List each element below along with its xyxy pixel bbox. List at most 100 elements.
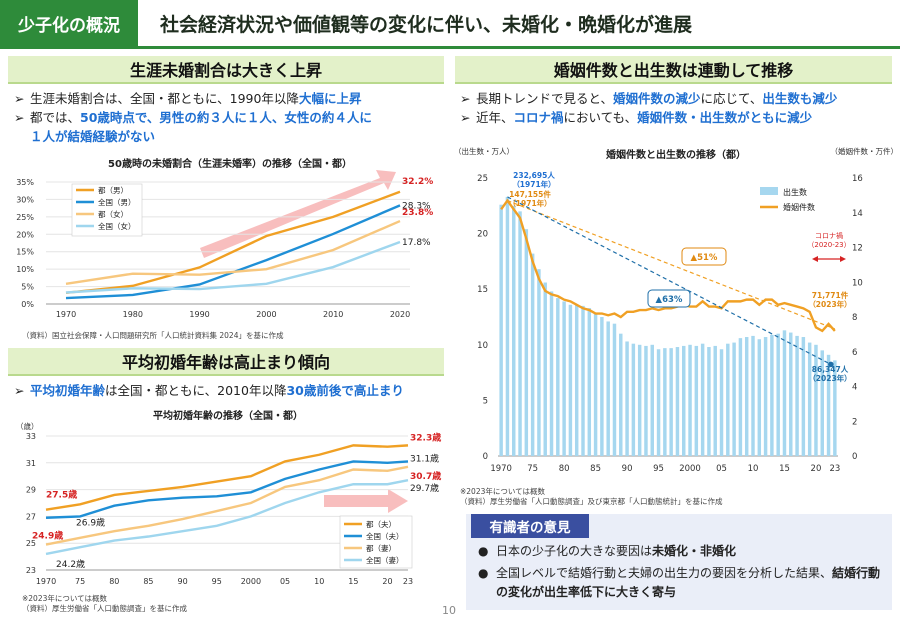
y-right-tick-label: 10 <box>852 278 863 288</box>
bullet-arrow-icon: ➢ <box>14 91 25 106</box>
bullet-dot-icon: ● <box>478 566 489 580</box>
births-bar <box>530 253 535 456</box>
x-tick-label: 95 <box>653 464 664 474</box>
births-bar <box>719 349 724 456</box>
covid-range-arrow-icon <box>812 256 818 262</box>
bullet-highlight: 30歳前後で高止まり <box>286 383 404 398</box>
births-bar <box>726 343 730 456</box>
right-axis-unit: （婚姻件数・万件） <box>831 146 899 156</box>
bullet-arrow-icon: ➢ <box>14 110 25 125</box>
data-label: 17.8% <box>402 238 431 248</box>
marriage-births-heading: 婚姻件数と出生数は連動して推移 <box>455 56 892 84</box>
data-label: 29.7歳 <box>410 482 439 494</box>
annotation-label: 86,347人 <box>812 365 849 374</box>
x-tick-label: 2000 <box>679 464 701 474</box>
trend-arrow-icon <box>200 170 396 258</box>
series-line <box>45 444 409 511</box>
legend-box <box>71 183 143 237</box>
y-tick-label: 27 <box>26 512 36 521</box>
x-tick-label: 80 <box>559 464 570 474</box>
births-trend-line <box>507 196 832 365</box>
y-right-tick-label: 12 <box>852 244 863 254</box>
trend-arrow-icon <box>324 489 408 513</box>
births-bar <box>789 332 793 456</box>
births-bar <box>606 321 610 456</box>
births-decline-badge <box>647 289 691 308</box>
y-tick-label: 15% <box>16 248 34 257</box>
expert-opinion-list: ● 日本の少子化の大きな要因は未婚化・非婚化 ● 全国レベルで結婚行動と夫婦の出生力… <box>478 542 883 605</box>
births-bar <box>505 196 510 456</box>
x-tick-label: 23 <box>829 464 840 474</box>
marriage-births-chart: 婚姻件数と出生数の推移（都） （出生数・万人） （婚姻件数・万件） 05 10 15… <box>454 146 899 474</box>
x-tick-label: 90 <box>178 577 188 586</box>
marriage-births-bullets: ➢ 長期トレンドで見ると、婚姻件数の減少に応じて、出生数も減少 ➢ 近年、コロナ禍に… <box>460 89 895 127</box>
bullet-arrow-icon: ➢ <box>460 110 471 125</box>
legend-label: 婚姻件数 <box>783 202 815 212</box>
bullet-highlight: 大幅に上昇 <box>298 91 362 106</box>
births-bar <box>682 345 686 456</box>
expert-emphasis: 結婚行動の変化が出生率低下に大きく寄与 <box>496 566 881 599</box>
legend-label: 都（女） <box>98 209 128 219</box>
header-divider <box>0 46 900 49</box>
x-tick-label: 2000 <box>241 577 261 586</box>
births-bar <box>656 349 661 456</box>
y-left-tick-label: 15 <box>477 285 488 295</box>
births-bar <box>499 204 503 456</box>
legend-label: 出生数 <box>783 187 807 197</box>
chart-title: 50歳時の未婚割合（生涯未婚率）の推移（全国・都） <box>108 157 352 170</box>
x-tick-label: 2010 <box>323 310 343 319</box>
lifetime-unmarried-heading: 生涯未婚割合は大きく上昇 <box>8 56 444 84</box>
legend-label: 全国（妻） <box>366 555 404 565</box>
source-note: （資料）国立社会保障・人口問題研究所「人口統計資料集 2024」を基に作成 <box>22 331 284 340</box>
bullet-text: 生涯未婚割合は、全国・都ともに、1990年以降 <box>30 91 299 106</box>
bullet-highlight: １人が結婚経験がない <box>30 129 156 144</box>
births-bar <box>581 305 585 456</box>
y-tick-label: 10% <box>16 265 34 274</box>
source-note: （資料）厚生労働省「人口動態調査」及び東京都「人口動態統計」を基に作成 <box>460 497 723 506</box>
data-label: 28.3% <box>402 201 431 211</box>
births-bar <box>820 350 824 456</box>
expert-text: 日本の少子化の大きな要因は <box>496 544 653 558</box>
bullet-highlight: コロナ禍 <box>513 110 564 125</box>
x-tick-label: 85 <box>590 464 601 474</box>
x-tick-label: 85 <box>143 577 153 586</box>
births-bar <box>663 348 667 456</box>
births-bar <box>732 342 736 456</box>
bullet-text: 近年、 <box>476 110 514 125</box>
data-label: 27.5歳 <box>46 489 77 501</box>
births-bar <box>751 335 755 456</box>
births-bar <box>574 304 579 456</box>
births-bar <box>675 347 680 456</box>
left-axis-unit: （出生数・万人） <box>454 146 514 156</box>
x-tick-label: 10 <box>748 464 759 474</box>
births-bar <box>669 348 673 456</box>
chart-title: 婚姻件数と出生数の推移（都） <box>606 148 746 161</box>
y-tick-label: 33 <box>26 432 36 441</box>
expert-opinion-tag: 有識者の意見 <box>471 514 589 538</box>
births-bar <box>562 301 566 456</box>
births-bar <box>587 308 592 456</box>
legend-label: 全国（夫） <box>366 531 404 541</box>
bullet-highlight: 出生数も減少 <box>762 91 838 106</box>
lifetime-unmarried-bullets: ➢ 生涯未婚割合は、全国・都ともに、1990年以降大幅に上昇 ➢ 都では、50歳時点… <box>14 89 446 146</box>
y-tick-label: 31 <box>26 459 36 468</box>
legend-label: 都（夫） <box>366 519 396 529</box>
x-tick-label: 1970 <box>36 577 56 586</box>
bullet-dot-icon: ● <box>478 544 489 558</box>
bullet-highlight: 婚姻件数・出生数がともに減少 <box>637 110 813 125</box>
x-tick-label: 05 <box>716 464 727 474</box>
births-bar <box>763 337 768 456</box>
x-tick-label: 1990 <box>189 310 209 319</box>
y-right-tick-label: 0 <box>852 452 857 462</box>
births-bar <box>512 205 516 456</box>
series-line <box>65 219 401 285</box>
births-end-marker <box>828 361 834 368</box>
x-tick-label: 2000 <box>256 310 276 319</box>
data-label: 30.7歳 <box>410 470 441 482</box>
bullet-text: 都では、 <box>30 110 81 125</box>
data-label: 24.2歳 <box>56 558 85 570</box>
births-bar <box>644 345 648 456</box>
births-decline-label: ▲63% <box>656 295 683 305</box>
x-tick-label: 75 <box>527 464 538 474</box>
births-bar <box>549 291 554 456</box>
